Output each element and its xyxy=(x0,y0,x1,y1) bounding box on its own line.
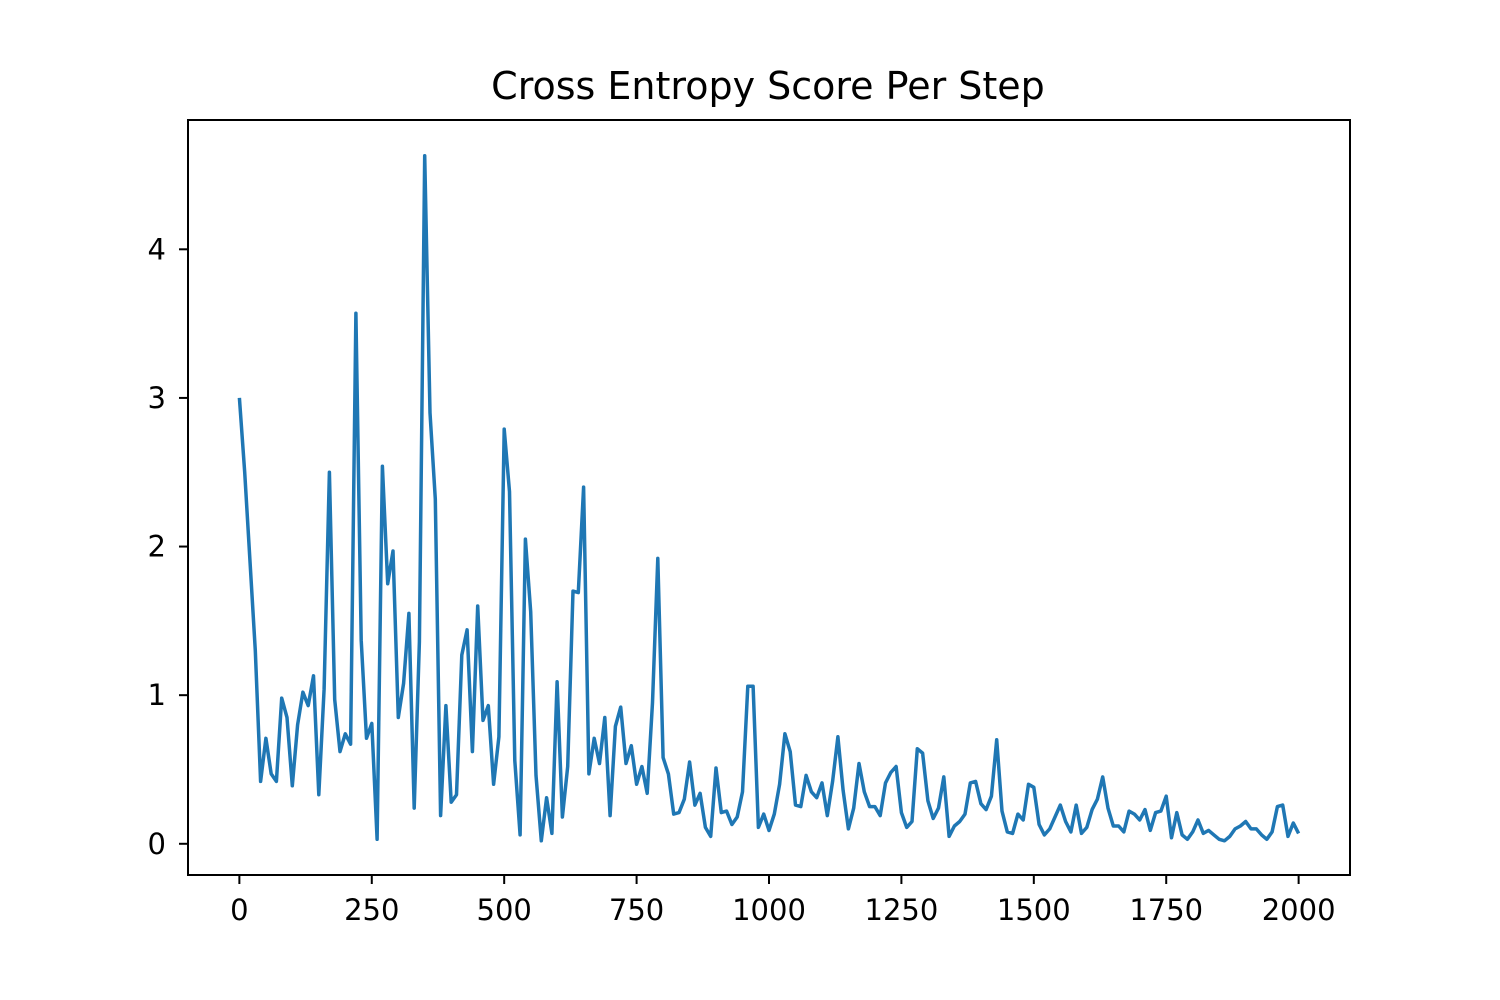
x-tick-label: 750 xyxy=(609,893,664,927)
y-tick-label: 1 xyxy=(148,678,166,712)
x-tick-label: 1250 xyxy=(865,893,939,927)
x-tick-label: 1000 xyxy=(732,893,806,927)
series-line-0 xyxy=(237,153,1301,843)
plot-area xyxy=(237,153,1301,843)
axes-frame xyxy=(187,119,1351,876)
x-tick-label: 0 xyxy=(230,893,248,927)
chart-title: Cross Entropy Score Per Step xyxy=(491,64,1045,108)
x-tick-label: 2000 xyxy=(1262,893,1336,927)
y-tick-label: 0 xyxy=(148,827,166,861)
x-tick-label: 500 xyxy=(477,893,532,927)
x-tick-label: 1500 xyxy=(997,893,1071,927)
y-tick-label: 2 xyxy=(148,530,166,564)
y-tick-label: 4 xyxy=(148,232,166,266)
y-tick-label: 3 xyxy=(148,381,166,415)
axes: 0 250 500 750 1000 1250 1500 1750 2000 0 1 2 3 4 xyxy=(148,119,1351,927)
x-tick-label: 250 xyxy=(344,893,399,927)
x-tick-label: 1750 xyxy=(1129,893,1203,927)
